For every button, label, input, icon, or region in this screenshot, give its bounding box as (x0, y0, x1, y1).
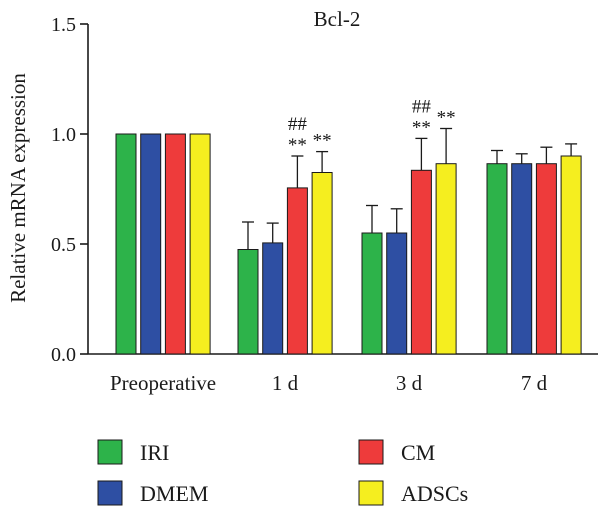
bar-adscs-0 (189, 133, 211, 355)
x-tick-label: 1 d (272, 371, 299, 395)
legend: IRI DMEM CM ADSCs (97, 439, 468, 506)
bar-dmem-2 (386, 232, 408, 355)
y-tick-label: 0.5 (51, 234, 76, 256)
bar-dmem-1 (262, 242, 284, 355)
y-tick-label: 1.5 (51, 14, 76, 36)
significance-label: ** (437, 108, 456, 129)
x-tick-label: 7 d (521, 371, 548, 395)
x-tick-label: Preoperative (110, 371, 216, 395)
bar-dmem-3 (511, 163, 533, 355)
significance-label: ## (412, 96, 432, 117)
bar-iri-3 (486, 163, 508, 355)
bar-iri-1 (237, 249, 259, 355)
bar-adscs-1 (311, 172, 333, 355)
bar-cm-3 (535, 163, 557, 355)
bar-adscs-3 (560, 155, 582, 355)
significance-label: ** (412, 117, 431, 138)
bar-cm-1 (286, 187, 308, 355)
legend-label-adscs: ADSCs (401, 481, 468, 506)
legend-swatch-adscs (358, 480, 384, 506)
bar-adscs-2 (435, 163, 457, 355)
bar-iri-0 (115, 133, 137, 355)
significance-label: ** (313, 131, 332, 152)
y-tick-label: 1.0 (51, 124, 76, 146)
legend-label-cm: CM (401, 440, 435, 465)
y-axis-label: Relative mRNA expression (6, 73, 30, 303)
chart-title: Bcl-2 (314, 7, 361, 31)
bar-cm-2 (410, 169, 432, 355)
x-tick-label: 3 d (396, 371, 423, 395)
y-tick-label: 0.0 (51, 344, 76, 366)
bar-iri-2 (361, 232, 383, 355)
legend-label-dmem: DMEM (140, 481, 208, 506)
bar-cm-0 (164, 133, 186, 355)
significance-label: ** (288, 135, 307, 156)
legend-label-iri: IRI (140, 440, 169, 465)
bar-dmem-0 (140, 133, 162, 355)
legend-swatch-iri (97, 439, 123, 465)
legend-swatch-cm (358, 439, 384, 465)
legend-swatch-dmem (97, 480, 123, 506)
significance-label: ## (288, 114, 308, 135)
